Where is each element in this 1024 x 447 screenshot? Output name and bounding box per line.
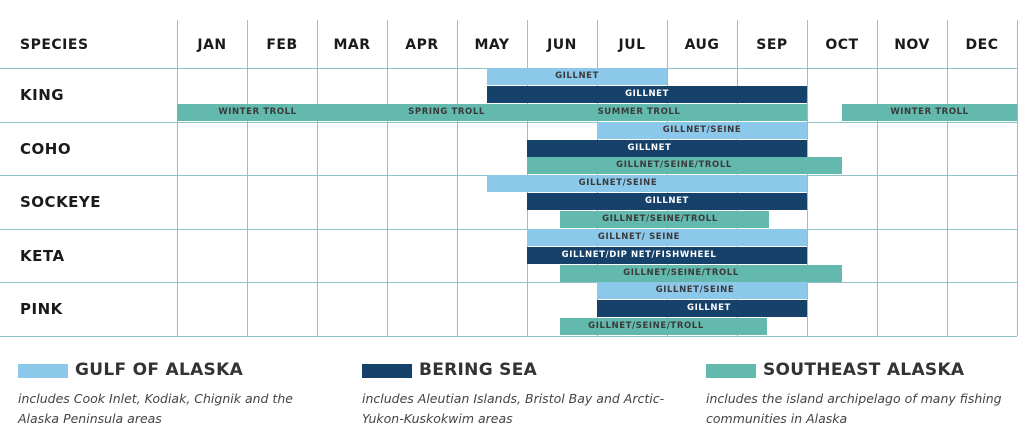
month-label: FEB (266, 37, 298, 53)
legend-description: includes the island archipelago of many … (706, 391, 1002, 426)
grid-vline (1017, 20, 1018, 336)
season-bar: GILLNET (527, 139, 807, 157)
legend-description: includes Aleutian Islands, Bristol Bay a… (362, 391, 665, 426)
bar-label: SUMMER TROLL (597, 106, 681, 117)
month-label: MAY (474, 37, 510, 53)
grid-hline (0, 282, 1017, 284)
species-label: SOCKEYE (20, 193, 102, 212)
grid-vline (457, 20, 458, 336)
legend-title: SOUTHEAST ALASKA (763, 360, 965, 380)
season-bar: GILLNET (597, 300, 807, 318)
season-bar: GILLNET/DIP NET/FISHWHEEL (527, 246, 807, 264)
grid-vline (947, 20, 948, 336)
legend-swatch-bering (362, 364, 412, 378)
month-label: OCT (825, 37, 859, 53)
bar-label: GILLNET/SEINE (578, 178, 658, 189)
legend-title: BERING SEA (419, 360, 538, 380)
month-label: AUG (684, 37, 720, 53)
month-label: MAR (333, 37, 371, 53)
bar-label: SPRING TROLL (408, 106, 485, 117)
month-label: DEC (965, 37, 999, 53)
month-label: NOV (894, 37, 930, 53)
grid-vline (877, 20, 878, 336)
grid-vline (807, 20, 808, 336)
grid-vline (317, 20, 318, 336)
legend-swatch-gulf (18, 364, 68, 378)
species-label: PINK (20, 300, 63, 319)
bar-label: GILLNET/SEINE/TROLL (588, 321, 704, 332)
month-label: JAN (197, 37, 227, 53)
season-bar: GILLNET/SEINE/TROLL (559, 318, 768, 336)
month-label: APR (405, 37, 439, 53)
season-bar: GILLNET (487, 68, 667, 85)
month-label: JUN (547, 37, 577, 53)
bar-label: GILLNET/DIP NET/FISHWHEEL (561, 249, 717, 260)
season-bar: GILLNET/SEINE (597, 282, 807, 300)
grid-vline (177, 20, 178, 336)
season-bar: WINTER TROLL (177, 103, 338, 121)
species-label: COHO (20, 139, 72, 158)
month-label: SEP (756, 37, 788, 53)
bar-label: GILLNET/SEINE (662, 124, 742, 135)
grid-vline (387, 20, 388, 336)
species-label: KETA (20, 246, 65, 265)
grid-hline (0, 336, 1017, 337)
fishing-season-chart: SPECIES JAN FEB MAR APR MAY JUN JUL AUG SEP OCT NO… (0, 20, 1018, 337)
season-bar: GILLNET/SEINE (487, 175, 807, 193)
season-bar: SPRING TROLL (338, 103, 555, 121)
bar-label: GILLNET (687, 303, 731, 314)
grid-hline (0, 228, 1017, 230)
bar-label: GILLNET (627, 142, 672, 153)
season-bar: GILLNET/SEINE/TROLL (559, 211, 770, 228)
legend-title: GULF OF ALASKA (75, 360, 244, 380)
bar-label: WINTER TROLL (890, 106, 969, 117)
species-label: KING (20, 86, 65, 104)
bar-label: GILLNET/SEINE/TROLL (616, 160, 732, 171)
bar-label: GILLNET/SEINE/TROLL (623, 267, 739, 278)
bar-label: GILLNET (645, 196, 689, 207)
bar-label: WINTER TROLL (218, 106, 297, 117)
legend-swatch-southeast (706, 364, 756, 378)
season-bar: WINTER TROLL (842, 103, 1017, 121)
bar-label: GILLNET/ SEINE (597, 231, 681, 242)
species-header: SPECIES (20, 37, 89, 53)
season-bar: GILLNET (487, 85, 807, 103)
season-bar: GILLNET/SEINE/TROLL (559, 264, 842, 282)
season-bar: GILLNET/SEINE (597, 121, 807, 139)
grid-vline (247, 20, 248, 336)
bar-label: GILLNET/SEINE (655, 285, 735, 296)
bar-label: GILLNET (555, 71, 599, 81)
season-bar: SUMMER TROLL (555, 103, 807, 121)
legend-description: includes Cook Inlet, Kodiak, Chignik and… (18, 391, 293, 426)
season-bar: GILLNET (527, 193, 807, 211)
season-bar: GILLNET/ SEINE (527, 228, 807, 246)
month-label: JUL (618, 37, 646, 53)
bar-label: GILLNET (625, 88, 669, 99)
bar-label: GILLNET/SEINE/TROLL (602, 214, 718, 224)
grid-hline (0, 121, 1017, 123)
season-bar: GILLNET/SEINE/TROLL (527, 157, 842, 175)
